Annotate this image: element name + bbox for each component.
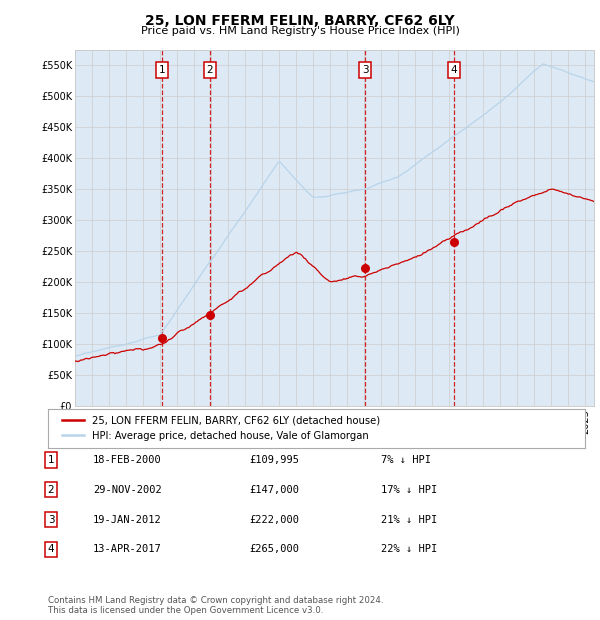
Text: 13-APR-2017: 13-APR-2017 [93,544,162,554]
Text: 29-NOV-2002: 29-NOV-2002 [93,485,162,495]
Text: 19-JAN-2012: 19-JAN-2012 [93,515,162,525]
Text: £109,995: £109,995 [249,455,299,465]
Text: 17% ↓ HPI: 17% ↓ HPI [381,485,437,495]
Text: 25, LON FFERM FELIN, BARRY, CF62 6LY: 25, LON FFERM FELIN, BARRY, CF62 6LY [145,14,455,28]
Text: 1: 1 [159,65,166,75]
Text: 4: 4 [47,544,55,554]
Text: 3: 3 [47,515,55,525]
Text: 18-FEB-2000: 18-FEB-2000 [93,455,162,465]
Text: Contains HM Land Registry data © Crown copyright and database right 2024.
This d: Contains HM Land Registry data © Crown c… [48,596,383,615]
Text: 1: 1 [47,455,55,465]
Text: 22% ↓ HPI: 22% ↓ HPI [381,544,437,554]
Text: 2: 2 [206,65,213,75]
Text: £147,000: £147,000 [249,485,299,495]
Text: 7% ↓ HPI: 7% ↓ HPI [381,455,431,465]
Text: 21% ↓ HPI: 21% ↓ HPI [381,515,437,525]
Text: 3: 3 [362,65,368,75]
Text: £265,000: £265,000 [249,544,299,554]
Text: 2: 2 [47,485,55,495]
Text: 4: 4 [451,65,457,75]
Text: £222,000: £222,000 [249,515,299,525]
Legend: 25, LON FFERM FELIN, BARRY, CF62 6LY (detached house), HPI: Average price, detac: 25, LON FFERM FELIN, BARRY, CF62 6LY (de… [58,412,385,445]
Text: Price paid vs. HM Land Registry's House Price Index (HPI): Price paid vs. HM Land Registry's House … [140,26,460,36]
